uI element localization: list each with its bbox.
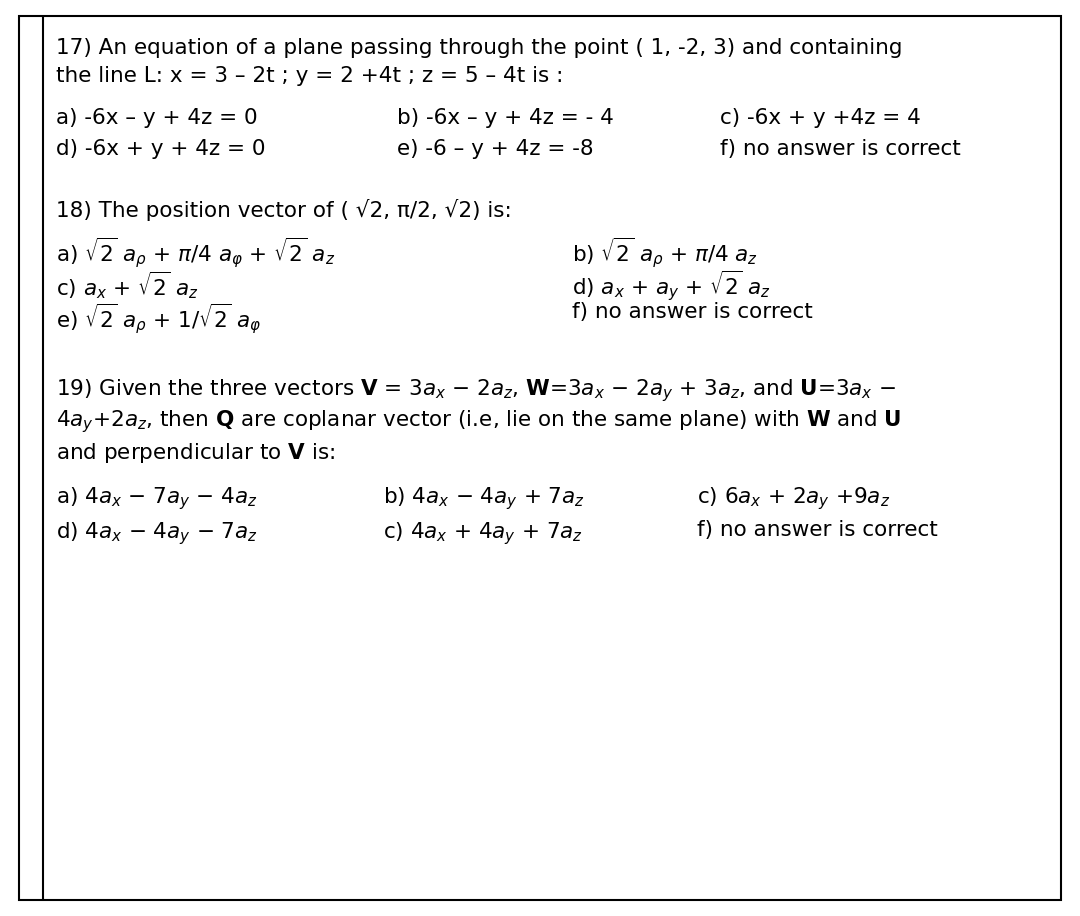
- Text: d) 4$a_x$ $-$ 4$a_y$ $-$ 7$a_z$: d) 4$a_x$ $-$ 4$a_y$ $-$ 7$a_z$: [56, 520, 258, 547]
- Text: c) -6x + y +4z = 4: c) -6x + y +4z = 4: [720, 108, 921, 128]
- Text: 4$a_y$+2$a_z$, then $\mathbf{Q}$ are coplanar vector (i.e, lie on the same plane: 4$a_y$+2$a_z$, then $\mathbf{Q}$ are cop…: [56, 409, 902, 435]
- Text: a) $\sqrt{2}$ $a_{\rho}$ + $\pi$/4 $a_{\varphi}$ + $\sqrt{2}$ $a_z$: a) $\sqrt{2}$ $a_{\rho}$ + $\pi$/4 $a_{\…: [56, 236, 335, 271]
- Text: d) $a_x$ + $a_y$ + $\sqrt{2}$ $a_z$: d) $a_x$ + $a_y$ + $\sqrt{2}$ $a_z$: [572, 269, 771, 304]
- Text: a) -6x – y + 4z = 0: a) -6x – y + 4z = 0: [56, 108, 258, 128]
- Text: b) $\sqrt{2}$ $a_{\rho}$ + $\pi$/4 $a_z$: b) $\sqrt{2}$ $a_{\rho}$ + $\pi$/4 $a_z$: [572, 236, 758, 271]
- Text: d) -6x + y + 4z = 0: d) -6x + y + 4z = 0: [56, 139, 266, 159]
- Text: a) 4$a_x$ $-$ 7$a_y$ $-$ 4$a_z$: a) 4$a_x$ $-$ 7$a_y$ $-$ 4$a_z$: [56, 485, 258, 512]
- Text: c) $a_x$ + $\sqrt{2}$ $a_z$: c) $a_x$ + $\sqrt{2}$ $a_z$: [56, 269, 199, 301]
- Text: f) no answer is correct: f) no answer is correct: [720, 139, 961, 159]
- Text: and perpendicular to $\mathbf{V}$ is:: and perpendicular to $\mathbf{V}$ is:: [56, 441, 336, 464]
- Text: f) no answer is correct: f) no answer is correct: [572, 302, 813, 322]
- Text: b) 4$a_x$ $-$ 4$a_y$ + 7$a_z$: b) 4$a_x$ $-$ 4$a_y$ + 7$a_z$: [383, 485, 585, 512]
- Text: 17) An equation of a plane passing through the point ( 1, -2, 3) and containing: 17) An equation of a plane passing throu…: [56, 38, 903, 59]
- Text: e) -6 – y + 4z = -8: e) -6 – y + 4z = -8: [397, 139, 594, 159]
- Text: 19) Given the three vectors $\mathbf{V}$ = 3$a_x$ $-$ 2$a_z$, $\mathbf{W}$=3$a_x: 19) Given the three vectors $\mathbf{V}$…: [56, 377, 896, 404]
- Text: b) -6x – y + 4z = - 4: b) -6x – y + 4z = - 4: [397, 108, 615, 128]
- Text: f) no answer is correct: f) no answer is correct: [697, 520, 937, 540]
- Text: c) 4$a_x$ + 4$a_y$ + 7$a_z$: c) 4$a_x$ + 4$a_y$ + 7$a_z$: [383, 520, 583, 547]
- Text: c) 6$a_x$ + 2$a_y$ +9$a_z$: c) 6$a_x$ + 2$a_y$ +9$a_z$: [697, 485, 890, 512]
- Text: e) $\sqrt{2}$ $a_{\rho}$ + 1/$\sqrt{2}$ $a_{\varphi}$: e) $\sqrt{2}$ $a_{\rho}$ + 1/$\sqrt{2}$ …: [56, 302, 261, 337]
- Text: 18) The position vector of ( √2, π/2, √2) is:: 18) The position vector of ( √2, π/2, √2…: [56, 199, 512, 221]
- Text: the line L: x = 3 – 2t ; y = 2 +4t ; z = 5 – 4t is :: the line L: x = 3 – 2t ; y = 2 +4t ; z =…: [56, 66, 564, 86]
